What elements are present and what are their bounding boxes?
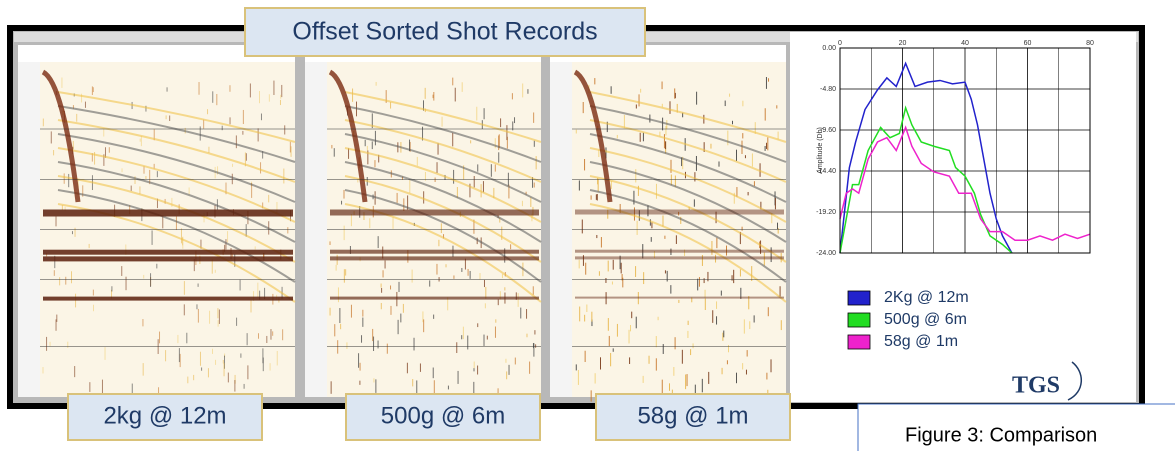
legend-swatch <box>847 290 871 306</box>
title-box <box>244 7 646 57</box>
seismic-event <box>344 133 542 203</box>
y-tick-label: -9.60 <box>820 127 836 134</box>
seismic-event <box>57 133 296 203</box>
seismic-band <box>43 209 293 217</box>
seismic-event <box>344 161 542 243</box>
seismic-event <box>344 189 542 283</box>
label-box <box>67 393 263 441</box>
seismic-event <box>57 161 296 243</box>
x-tick-label: 0 <box>838 40 842 47</box>
logo: TGS <box>1012 373 1060 399</box>
logo-swoosh <box>1067 361 1082 401</box>
seismic-event <box>57 175 296 263</box>
legend-swatch <box>847 334 871 350</box>
seismic-event <box>589 175 787 263</box>
y-tick-label: -4.80 <box>820 86 836 93</box>
seismic-event <box>344 119 542 183</box>
seismic-band <box>575 209 784 215</box>
seismic-band <box>330 296 539 300</box>
seismic-event <box>589 189 787 283</box>
x-tick-label: 40 <box>961 40 969 47</box>
x-tick-label: 60 <box>1024 40 1032 47</box>
label-box <box>595 393 791 441</box>
legend-label: 58g @ 1m <box>884 333 958 350</box>
seismic-event <box>589 105 787 163</box>
seismic-band <box>43 249 293 255</box>
series-line <box>839 125 1091 241</box>
caption-box <box>858 404 1175 454</box>
y-axis-label: Amplitude (Db) <box>817 127 824 174</box>
spectrum-chart: 0.00 -4.80 -9.60 -14.40 -19.20 -24.00 0 20 40 60 8… <box>816 40 1094 350</box>
seismic-event <box>344 91 542 143</box>
seismic-event <box>344 175 542 263</box>
seismic-band <box>43 296 293 301</box>
legend-label: 2Kg @ 12m <box>884 289 969 306</box>
seismic-event <box>344 147 542 223</box>
seismic-band <box>575 249 784 253</box>
seismic-axis <box>550 62 572 397</box>
seismic-event <box>589 133 787 203</box>
seismic-header <box>18 45 295 62</box>
seismic-event <box>589 91 787 143</box>
seismic-event <box>589 119 787 183</box>
panel-label: 2kg @ 12m <box>103 402 226 429</box>
seismic-band <box>330 249 539 254</box>
seismic-panels <box>18 45 787 402</box>
seismic-event <box>589 203 787 303</box>
seismic-band <box>330 256 539 261</box>
x-tick-label: 80 <box>1086 40 1094 47</box>
y-tick-label: -19.20 <box>816 209 836 216</box>
series-line <box>839 105 1013 254</box>
x-tick-label: 20 <box>899 40 907 47</box>
seismic-event <box>57 189 296 283</box>
seismic-event <box>57 91 296 143</box>
seismic-axis <box>305 62 327 397</box>
y-tick-label: -14.40 <box>816 168 836 175</box>
y-tick-label: -24.00 <box>816 250 836 257</box>
first-break <box>573 69 613 203</box>
seismic-event <box>589 147 787 223</box>
panel-label: 500g @ 6m <box>381 402 505 429</box>
first-break <box>41 69 81 203</box>
seismic-event <box>57 147 296 223</box>
seismic-band <box>575 296 784 299</box>
plot-border <box>839 47 1091 254</box>
panel-label: 58g @ 1m <box>637 402 748 429</box>
seismic-event <box>57 119 296 183</box>
seismic-event <box>589 161 787 243</box>
first-break <box>328 69 368 203</box>
legend-swatch <box>847 312 871 328</box>
spectrum-panel <box>790 32 1136 402</box>
title: Offset Sorted Shot Records <box>292 18 597 46</box>
caption: Figure 3: Comparison <box>905 424 1097 446</box>
seismic-band <box>575 256 784 260</box>
legend-label: 500g @ 6m <box>884 311 967 328</box>
label-box <box>345 393 541 441</box>
seismic-axis <box>18 62 40 397</box>
seismic-event <box>344 105 542 163</box>
seismic-event <box>57 105 296 163</box>
series-line <box>839 61 1013 254</box>
seismic-band <box>330 209 539 216</box>
caption-border <box>857 403 1175 451</box>
y-tick-label: 0.00 <box>822 45 836 52</box>
seismic-band <box>43 256 293 262</box>
